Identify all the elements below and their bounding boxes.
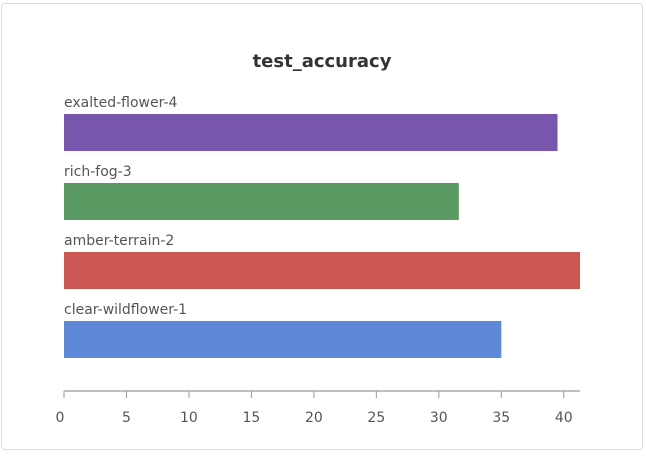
bar-label-exalted-flower-4: exalted-flower-4: [64, 95, 178, 111]
chart-panel: [1, 3, 643, 450]
bar-label-clear-wildflower-1: clear-wildflower-1: [64, 302, 187, 318]
x-tick-label-20: 20: [305, 410, 323, 426]
x-axis: 0 5 10 15 20 25 30 35 40: [56, 390, 580, 426]
x-tick-label-5: 5: [122, 410, 131, 426]
bar-exalted-flower-4[interactable]: [64, 114, 558, 151]
chart-title: test_accuracy: [253, 51, 392, 72]
bar-clear-wildflower-1[interactable]: [64, 321, 502, 358]
x-tick-label-30: 30: [430, 410, 448, 426]
x-tick-label-15: 15: [242, 410, 260, 426]
bar-label-rich-fog-3: rich-fog-3: [64, 164, 132, 180]
x-tick-label-10: 10: [180, 410, 198, 426]
bars-layer: exalted-flower-4 rich-fog-3 amber-terrain-…: [64, 95, 580, 358]
bar-amber-terrain-2[interactable]: [64, 252, 580, 289]
bar-label-amber-terrain-2: amber-terrain-2: [64, 233, 174, 249]
x-tick-label-25: 25: [367, 410, 385, 426]
x-tick-label-0: 0: [56, 410, 65, 426]
x-tick-label-35: 35: [492, 410, 510, 426]
bar-rich-fog-3[interactable]: [64, 183, 459, 220]
x-tick-label-40: 40: [555, 410, 573, 426]
